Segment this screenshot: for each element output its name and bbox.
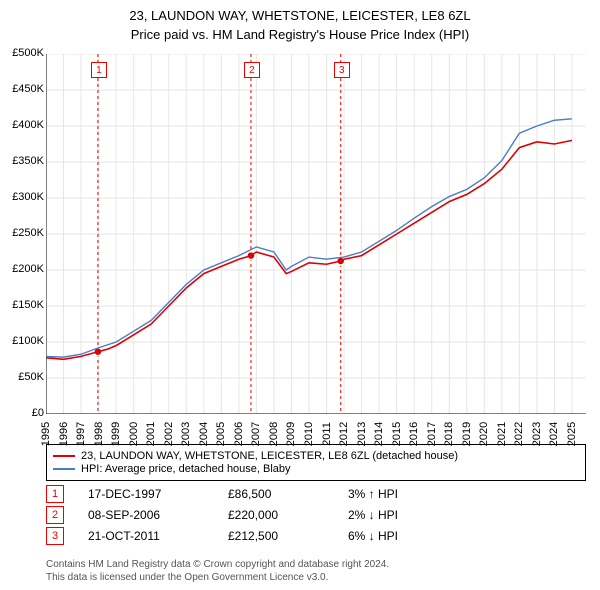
tx-date: 17-DEC-1997: [88, 487, 228, 501]
chart-subtitle: Price paid vs. HM Land Registry's House …: [0, 27, 600, 42]
y-tick-label: £300K: [6, 191, 44, 203]
table-row: 1 17-DEC-1997 £86,500 3% ↑ HPI: [46, 485, 586, 503]
chart-plot-area: [46, 54, 586, 414]
y-tick-label: £500K: [6, 47, 44, 59]
tx-marker-box: 2: [244, 62, 260, 78]
y-tick-label: £250K: [6, 227, 44, 239]
tx-pct: 3% ↑ HPI: [348, 487, 468, 501]
legend-swatch-icon: [53, 455, 75, 457]
footer-line: This data is licensed under the Open Gov…: [46, 571, 389, 584]
tx-number-box: 2: [46, 506, 64, 524]
tx-number-box: 1: [46, 485, 64, 503]
tx-marker-box: 3: [334, 62, 350, 78]
legend-label: HPI: Average price, detached house, Blab…: [81, 463, 291, 475]
legend-label: 23, LAUNDON WAY, WHETSTONE, LEICESTER, L…: [81, 450, 458, 462]
y-tick-label: £200K: [6, 263, 44, 275]
tx-pct: 2% ↓ HPI: [348, 508, 468, 522]
footer-attribution: Contains HM Land Registry data © Crown c…: [46, 558, 389, 584]
legend-swatch-icon: [53, 468, 75, 470]
y-tick-label: £350K: [6, 155, 44, 167]
tx-date: 21-OCT-2011: [88, 529, 228, 543]
legend-item: HPI: Average price, detached house, Blab…: [53, 463, 579, 475]
table-row: 3 21-OCT-2011 £212,500 6% ↓ HPI: [46, 527, 586, 545]
y-tick-label: £50K: [6, 371, 44, 383]
y-tick-label: £0: [6, 407, 44, 419]
tx-marker-box: 1: [91, 62, 107, 78]
tx-number-box: 3: [46, 527, 64, 545]
legend-item: 23, LAUNDON WAY, WHETSTONE, LEICESTER, L…: [53, 450, 579, 462]
y-tick-label: £150K: [6, 299, 44, 311]
footer-line: Contains HM Land Registry data © Crown c…: [46, 558, 389, 571]
y-tick-label: £450K: [6, 83, 44, 95]
legend-box: 23, LAUNDON WAY, WHETSTONE, LEICESTER, L…: [46, 444, 586, 481]
y-tick-label: £100K: [6, 335, 44, 347]
table-row: 2 08-SEP-2006 £220,000 2% ↓ HPI: [46, 506, 586, 524]
y-tick-label: £400K: [6, 119, 44, 131]
transaction-table: 1 17-DEC-1997 £86,500 3% ↑ HPI 2 08-SEP-…: [46, 482, 586, 548]
tx-price: £220,000: [228, 508, 348, 522]
tx-date: 08-SEP-2006: [88, 508, 228, 522]
chart-svg: [46, 54, 586, 414]
tx-price: £212,500: [228, 529, 348, 543]
tx-pct: 6% ↓ HPI: [348, 529, 468, 543]
tx-price: £86,500: [228, 487, 348, 501]
chart-title-address: 23, LAUNDON WAY, WHETSTONE, LEICESTER, L…: [0, 8, 600, 23]
